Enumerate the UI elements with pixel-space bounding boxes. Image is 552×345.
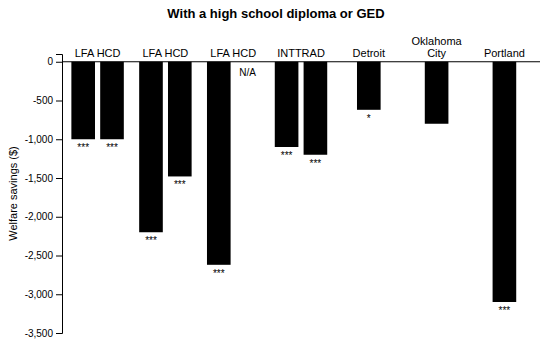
annotation: *** bbox=[174, 179, 186, 190]
annotation: *** bbox=[281, 150, 293, 161]
category-label: OklahomaCity bbox=[412, 35, 463, 59]
bar bbox=[275, 62, 299, 147]
bar bbox=[304, 62, 328, 155]
annotations: ***************N/A********** bbox=[77, 67, 510, 316]
y-tick: -1,500 bbox=[25, 173, 62, 184]
title: With a high school diploma or GED bbox=[167, 6, 384, 21]
y-tick: -500 bbox=[33, 95, 62, 106]
chart: 0 -500 -1,000 -1,500 -2,000 -2,500 -3,000 -3,50… bbox=[0, 0, 552, 345]
annotation: *** bbox=[145, 235, 157, 246]
y-tick: -2,500 bbox=[25, 250, 62, 261]
y-tick-label: -3,500 bbox=[25, 328, 54, 339]
annotation: *** bbox=[213, 268, 225, 279]
y-tick-label: -2,500 bbox=[25, 250, 54, 261]
category-label: Portland bbox=[484, 47, 525, 59]
y-axis-title: Welfare savings ($) bbox=[7, 146, 19, 241]
bar bbox=[71, 62, 95, 140]
y-axis: 0 -500 -1,000 -1,500 -2,000 -2,500 -3,000 -3,50… bbox=[25, 55, 63, 339]
y-tick: 0 bbox=[47, 56, 62, 67]
category-label: Detroit bbox=[353, 47, 385, 59]
y-tick-label: -3,000 bbox=[25, 289, 54, 300]
y-tick-label: -2,000 bbox=[25, 211, 54, 222]
y-tick-mark bbox=[56, 333, 62, 334]
category-label: LFA HCD bbox=[210, 47, 256, 59]
bar bbox=[357, 62, 381, 110]
y-tick: -3,500 bbox=[25, 328, 62, 339]
annotation: *** bbox=[499, 305, 511, 316]
y-tick: -3,000 bbox=[25, 289, 62, 300]
category-label: LFA HCD bbox=[75, 47, 121, 59]
category-label: INTTRAD bbox=[277, 47, 325, 59]
y-tick-label: -1,000 bbox=[25, 134, 54, 145]
y-tick-label: -500 bbox=[33, 95, 53, 106]
y-tick: -2,000 bbox=[25, 211, 62, 222]
bar bbox=[139, 62, 163, 233]
annotation: * bbox=[367, 113, 371, 124]
y-axis-line bbox=[56, 55, 63, 334]
y-tick-label: 0 bbox=[47, 56, 53, 67]
y-tick-label: -1,500 bbox=[25, 173, 54, 184]
y-tick-mark bbox=[56, 101, 62, 102]
y-tick-mark bbox=[56, 294, 62, 295]
y-tick-mark bbox=[56, 256, 62, 257]
y-tick-mark bbox=[56, 139, 62, 140]
y-tick: -1,000 bbox=[25, 134, 62, 145]
bar bbox=[100, 62, 124, 140]
bar bbox=[207, 62, 231, 265]
bars bbox=[71, 62, 516, 302]
bar bbox=[168, 62, 192, 177]
annotation: *** bbox=[77, 142, 89, 153]
annotation: N/A bbox=[239, 67, 256, 78]
bar bbox=[493, 62, 517, 302]
bar bbox=[425, 62, 449, 124]
category-label: LFA HCD bbox=[142, 47, 188, 59]
y-tick-mark bbox=[56, 178, 62, 179]
annotation: *** bbox=[310, 158, 322, 169]
category-labels: LFA HCD LFA HCD LFA HCD INTTRAD Detroit Oklah… bbox=[75, 35, 525, 59]
y-tick-mark bbox=[56, 217, 62, 218]
annotation: *** bbox=[106, 142, 118, 153]
zero-line bbox=[62, 61, 540, 62]
y-tick-mark bbox=[56, 62, 62, 63]
plot: 0 -500 -1,000 -1,500 -2,000 -2,500 -3,000 -3,50… bbox=[25, 35, 540, 339]
